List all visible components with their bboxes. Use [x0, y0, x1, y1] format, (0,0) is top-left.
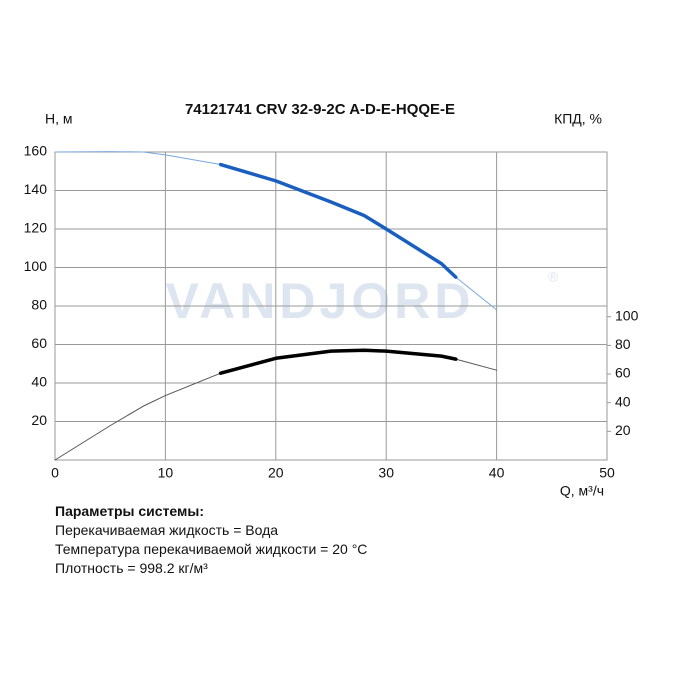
curve-operating	[218, 162, 458, 279]
y-tick-label: 20	[31, 412, 47, 428]
chart-title: 74121741 CRV 32-9-2C A-D-E-HQQE-E	[185, 101, 455, 118]
x-tick-label: 40	[489, 465, 505, 481]
y2-axis-label: КПД, %	[554, 111, 602, 127]
x-tick-label: 10	[158, 465, 174, 481]
params-line: Температура перекачиваемой жидкости = 20…	[55, 541, 368, 557]
watermark: VANDJORD	[166, 273, 475, 329]
system-params: Параметры системы: Перекачиваемая жидкос…	[55, 502, 367, 578]
y2-tick-label: 80	[615, 336, 631, 352]
x-tick-label: 20	[268, 465, 284, 481]
y-tick-label: 140	[24, 181, 48, 197]
params-title: Параметры системы:	[55, 503, 205, 519]
params-line: Перекачиваемая жидкость = Вода	[55, 522, 279, 538]
x-axis-label: Q, м³/ч	[560, 483, 604, 499]
y2-tick-label: 20	[615, 422, 631, 438]
y2-tick-label: 40	[615, 393, 631, 409]
params-line: Плотность = 998.2 кг/м³	[55, 560, 208, 576]
curve-operating	[218, 348, 458, 375]
y-tick-label: 120	[24, 220, 48, 236]
y-tick-label: 60	[31, 335, 47, 351]
y-tick-label: 80	[31, 297, 47, 313]
y-tick-label: 160	[24, 143, 48, 159]
y-tick-label: 40	[31, 374, 47, 390]
y2-tick-label: 100	[615, 307, 639, 323]
x-tick-label: 30	[378, 465, 394, 481]
y2-tick-label: 60	[615, 365, 631, 381]
x-tick-label: 50	[599, 465, 615, 481]
y-axis-label: H, м	[45, 111, 73, 127]
x-tick-label: 0	[51, 465, 59, 481]
watermark-mark: ®	[548, 269, 559, 285]
y-tick-label: 100	[24, 258, 48, 274]
